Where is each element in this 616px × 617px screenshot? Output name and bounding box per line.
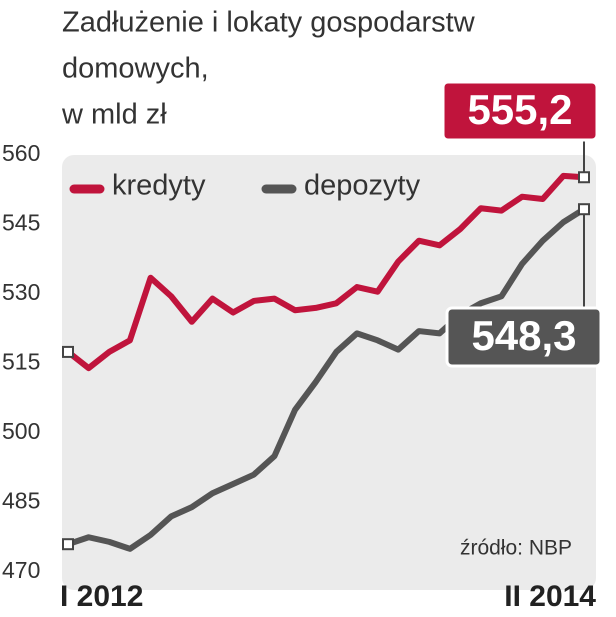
y-tick-label: 485 — [2, 488, 40, 514]
chart-title: Zadłużenie i lokaty gospodarstw — [62, 7, 476, 39]
point-marker — [578, 171, 590, 184]
y-tick-label: 530 — [2, 279, 40, 305]
source: źródło: NBP — [460, 537, 572, 560]
callout-box — [445, 306, 603, 368]
plot-background — [62, 155, 596, 590]
x-tick-label: I 2012 — [60, 580, 143, 613]
series-line — [65, 206, 587, 552]
series-line — [65, 172, 587, 372]
y-tick-label: 470 — [2, 557, 40, 583]
y-tick-label: 560 — [2, 140, 40, 166]
point-marker — [578, 203, 590, 216]
point-marker — [62, 538, 74, 551]
y-tick-label: 515 — [2, 349, 40, 375]
legend-label: depozyty — [304, 170, 421, 202]
value-label: 555,2 — [467, 86, 572, 133]
legend-label: kredyty — [112, 170, 206, 202]
x-tick-label: II 2014 — [504, 580, 596, 613]
chart-title: w mld zł — [61, 99, 167, 131]
value-label: 548,3 — [471, 312, 576, 359]
chart-title: domowych, — [62, 53, 209, 85]
y-tick-label: 545 — [2, 210, 40, 236]
y-tick-label: 500 — [2, 418, 40, 444]
callout-box — [441, 80, 599, 142]
point-marker — [62, 345, 74, 358]
